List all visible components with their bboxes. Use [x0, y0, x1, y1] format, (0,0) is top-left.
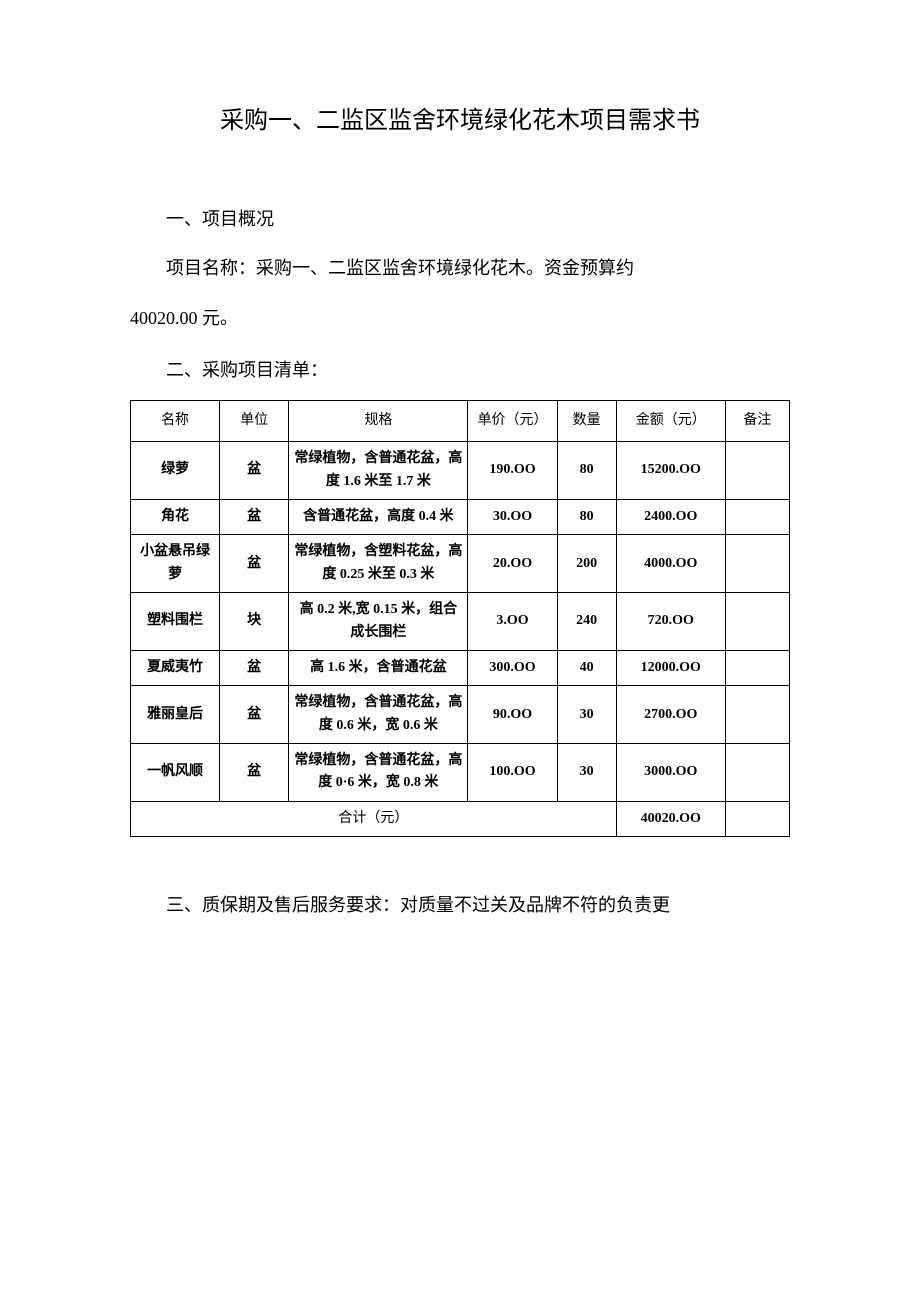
cell-unit: 盆: [220, 686, 289, 744]
col-header-unit: 单位: [220, 401, 289, 442]
cell-unit: 盆: [220, 744, 289, 802]
procurement-table: 名称 单位 规格 单价（元） 数量 金额（元） 备注 绿萝盆常绿植物，含普通花盆…: [130, 400, 790, 837]
cell-name: 小盆悬吊绿萝: [131, 535, 220, 593]
cell-price: 190.OO: [468, 442, 557, 500]
total-label-cell: 合计（元）: [131, 801, 617, 836]
cell-note: [725, 744, 789, 802]
cell-note: [725, 593, 789, 651]
cell-unit: 盆: [220, 442, 289, 500]
cell-price: 30.OO: [468, 499, 557, 534]
col-header-price: 单价（元）: [468, 401, 557, 442]
section-1-line-1: 项目名称：采购一、二监区监舍环境绿化花木。资金预算约: [130, 249, 790, 289]
cell-unit: 盆: [220, 499, 289, 534]
cell-name: 一帆风顺: [131, 744, 220, 802]
table-row: 塑料围栏块高 0.2 米,宽 0.15 米，组合成长围栏3.OO240720.O…: [131, 593, 790, 651]
cell-note: [725, 442, 789, 500]
cell-amount: 720.OO: [616, 593, 725, 651]
cell-spec: 常绿植物，含普通花盆，高度 1.6 米至 1.7 米: [289, 442, 468, 500]
section-1-line-2: 40020.00 元。: [130, 299, 790, 339]
col-header-name: 名称: [131, 401, 220, 442]
cell-qty: 30: [557, 744, 616, 802]
section-3-text: 三、质保期及售后服务要求：对质量不过关及品牌不符的负责更: [130, 887, 790, 923]
table-row: 角花盆含普通花盆，高度 0.4 米30.OO802400.OO: [131, 499, 790, 534]
cell-qty: 80: [557, 442, 616, 500]
cell-name: 绿萝: [131, 442, 220, 500]
document-page: 采购一、二监区监舍环境绿化花木项目需求书 一、项目概况 项目名称：采购一、二监区…: [0, 0, 920, 1301]
cell-note: [725, 686, 789, 744]
table-row: 雅丽皇后盆常绿植物，含普通花盆，高度 0.6 米，宽 0.6 米90.OO302…: [131, 686, 790, 744]
total-note-cell: [725, 801, 789, 836]
cell-qty: 240: [557, 593, 616, 651]
cell-price: 3.OO: [468, 593, 557, 651]
cell-qty: 30: [557, 686, 616, 744]
cell-spec: 高 0.2 米,宽 0.15 米，组合成长围栏: [289, 593, 468, 651]
document-title: 采购一、二监区监舍环境绿化花木项目需求书: [130, 100, 790, 135]
col-header-qty: 数量: [557, 401, 616, 442]
table-row: 小盆悬吊绿萝盆常绿植物，含塑料花盆，高度 0.25 米至 0.3 米20.OO2…: [131, 535, 790, 593]
col-header-amount: 金额（元）: [616, 401, 725, 442]
cell-qty: 200: [557, 535, 616, 593]
table-row: 绿萝盆常绿植物，含普通花盆，高度 1.6 米至 1.7 米190.OO80152…: [131, 442, 790, 500]
cell-qty: 40: [557, 650, 616, 685]
cell-unit: 盆: [220, 535, 289, 593]
table-header-row: 名称 单位 规格 单价（元） 数量 金额（元） 备注: [131, 401, 790, 442]
col-header-spec: 规格: [289, 401, 468, 442]
section-1-heading: 一、项目概况: [130, 205, 790, 231]
col-header-note: 备注: [725, 401, 789, 442]
cell-spec: 高 1.6 米，含普通花盆: [289, 650, 468, 685]
cell-note: [725, 499, 789, 534]
cell-amount: 4000.OO: [616, 535, 725, 593]
cell-spec: 常绿植物，含普通花盆，高度 0·6 米，宽 0.8 米: [289, 744, 468, 802]
cell-name: 塑料围栏: [131, 593, 220, 651]
cell-qty: 80: [557, 499, 616, 534]
cell-spec: 常绿植物，含普通花盆，高度 0.6 米，宽 0.6 米: [289, 686, 468, 744]
cell-note: [725, 650, 789, 685]
cell-name: 雅丽皇后: [131, 686, 220, 744]
cell-amount: 15200.OO: [616, 442, 725, 500]
cell-name: 夏威夷竹: [131, 650, 220, 685]
table-row: 一帆风顺盆常绿植物，含普通花盆，高度 0·6 米，宽 0.8 米100.OO30…: [131, 744, 790, 802]
table-total-row: 合计（元） 40020.OO: [131, 801, 790, 836]
cell-price: 100.OO: [468, 744, 557, 802]
cell-amount: 2400.OO: [616, 499, 725, 534]
cell-spec: 常绿植物，含塑料花盆，高度 0.25 米至 0.3 米: [289, 535, 468, 593]
cell-unit: 盆: [220, 650, 289, 685]
cell-name: 角花: [131, 499, 220, 534]
cell-spec: 含普通花盆，高度 0.4 米: [289, 499, 468, 534]
total-amount-cell: 40020.OO: [616, 801, 725, 836]
cell-unit: 块: [220, 593, 289, 651]
cell-price: 90.OO: [468, 686, 557, 744]
cell-amount: 12000.OO: [616, 650, 725, 685]
cell-price: 20.OO: [468, 535, 557, 593]
section-2-heading: 二、采购项目清单：: [130, 356, 790, 382]
cell-price: 300.OO: [468, 650, 557, 685]
cell-note: [725, 535, 789, 593]
cell-amount: 2700.OO: [616, 686, 725, 744]
table-row: 夏威夷竹盆高 1.6 米，含普通花盆300.OO4012000.OO: [131, 650, 790, 685]
cell-amount: 3000.OO: [616, 744, 725, 802]
